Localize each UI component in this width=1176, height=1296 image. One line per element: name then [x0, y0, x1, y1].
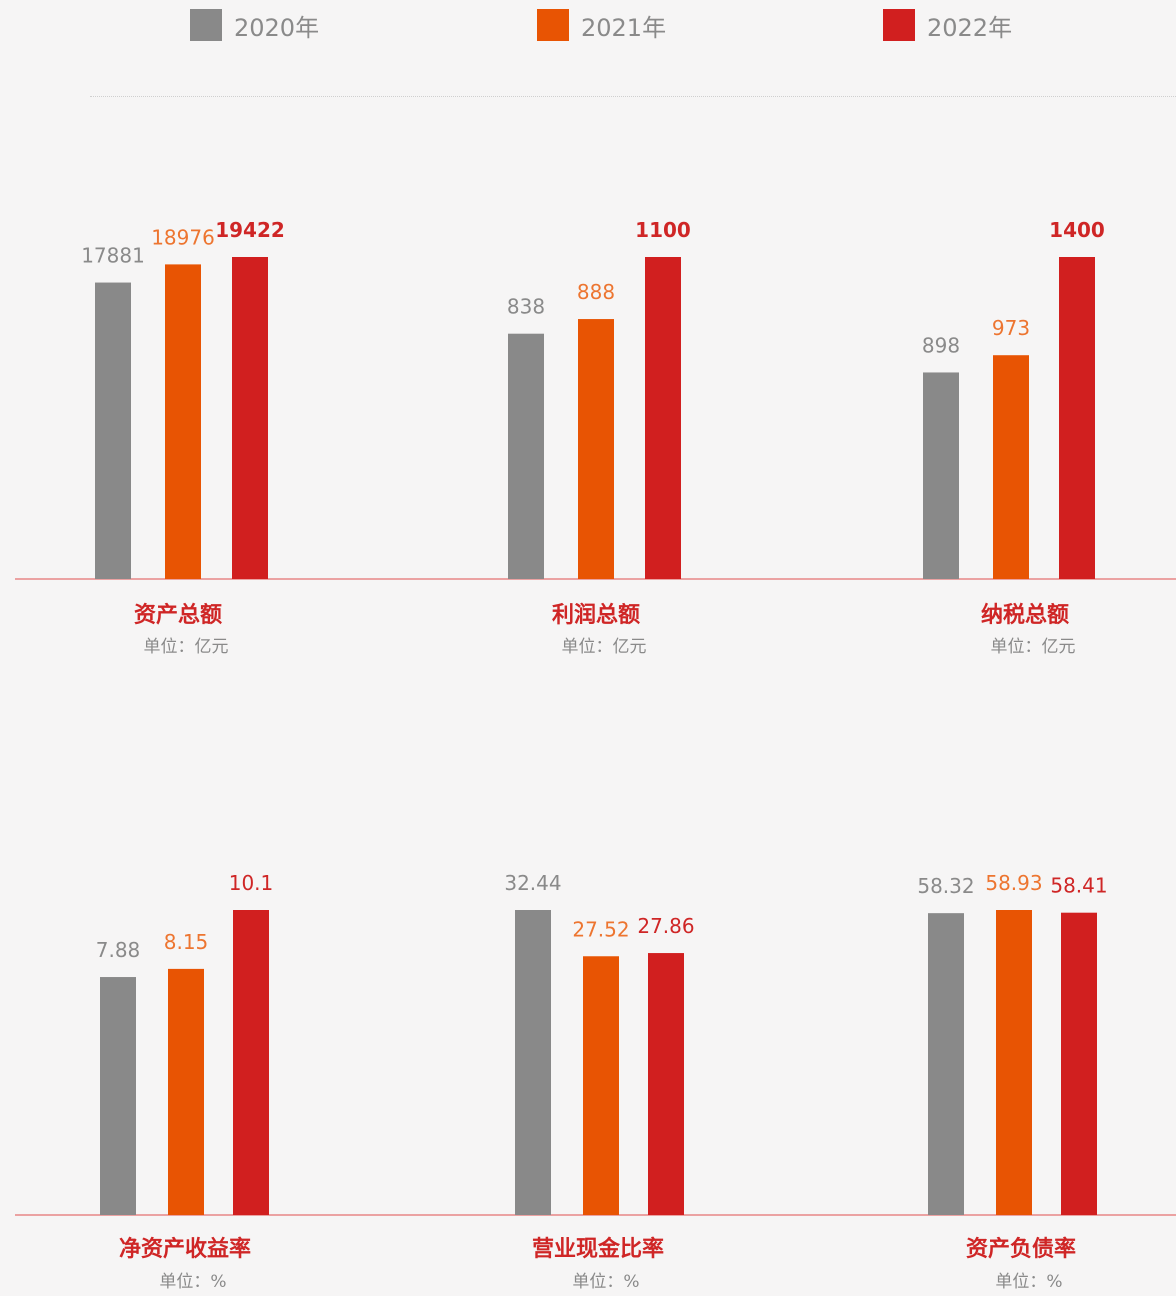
chart-6-value-label-2021: 58.93: [985, 871, 1042, 895]
chart-6-bar-2022: [1061, 912, 1097, 1215]
chart-4-bar-2022: [233, 910, 269, 1215]
chart-2-value-label-2021: 888: [577, 280, 615, 304]
chart-5-bar-2021: [583, 956, 619, 1215]
chart-1-bar-2021: [165, 264, 201, 579]
chart-1-value-label-2022: 19422: [215, 218, 285, 242]
chart-2-bar-2020: [508, 333, 544, 579]
chart-3-value-label-2022: 1400: [1049, 218, 1105, 242]
chart-1-value-label-2020: 17881: [81, 244, 145, 268]
chart-5-value-label-2022: 27.86: [637, 914, 694, 938]
chart-6-title: 资产负债率: [966, 1236, 1076, 1262]
chart-2-bar-2021: [578, 319, 614, 579]
legend-divider: [90, 96, 1176, 97]
chart-legend: 2020年 2021年 2022年: [0, 0, 1176, 60]
legend-item-2022: 2022年: [883, 8, 1012, 42]
chart-3-bar-2020: [923, 372, 959, 579]
chart-6-value-label-2020: 58.32: [917, 874, 974, 898]
chart-2-title: 利润总额: [552, 602, 640, 628]
legend-label-2020: 2020年: [234, 13, 320, 42]
chart-2-unit: 单位：亿元: [562, 637, 647, 657]
chart-3-value-label-2020: 898: [922, 333, 960, 357]
chart-5-unit: 单位：%: [572, 1272, 639, 1292]
chart-6-bar-2020: [928, 913, 964, 1215]
chart-5-value-label-2021: 27.52: [572, 917, 629, 941]
chart-3-bar-2021: [993, 355, 1029, 579]
chart-4-title: 净资产收益率: [119, 1236, 251, 1262]
chart-6-bar-2021: [996, 910, 1032, 1215]
chart-4-bar-2020: [100, 977, 136, 1215]
chart-6-unit: 单位：%: [995, 1272, 1062, 1292]
legend-swatch-2022: [883, 9, 915, 41]
legend-label-2022: 2022年: [927, 13, 1013, 42]
chart-2-bar-2022: [645, 257, 681, 579]
chart-2-value-label-2022: 1100: [635, 218, 691, 242]
chart-1-title: 资产总额: [134, 602, 222, 628]
legend-item-2020: 2020年: [190, 8, 319, 42]
chart-4-value-label-2021: 8.15: [164, 930, 209, 954]
chart-4-value-label-2022: 10.1: [229, 871, 274, 895]
chart-1-value-label-2021: 18976: [151, 225, 215, 249]
chart-5-bar-2022: [648, 953, 684, 1215]
chart-1-bar-2022: [232, 257, 268, 579]
chart-4-value-label-2020: 7.88: [96, 938, 141, 962]
legend-item-2021: 2021年: [537, 8, 666, 42]
chart-3-unit: 单位：亿元: [991, 637, 1076, 657]
legend-label-2021: 2021年: [581, 13, 667, 42]
chart-3-bar-2022: [1059, 257, 1095, 579]
chart-5-bar-2020: [515, 910, 551, 1215]
chart-3-value-label-2021: 973: [992, 316, 1030, 340]
chart-4-unit: 单位：%: [159, 1272, 226, 1292]
chart-1-bar-2020: [95, 282, 131, 579]
chart-6-value-label-2022: 58.41: [1050, 874, 1107, 898]
chart-3-title: 纳税总额: [981, 602, 1069, 628]
chart-1-unit: 单位：亿元: [144, 637, 229, 657]
chart-5-value-label-2020: 32.44: [504, 871, 561, 895]
legend-swatch-2021: [537, 9, 569, 41]
legend-swatch-2020: [190, 9, 222, 41]
chart-4-bar-2021: [168, 968, 204, 1215]
chart-2-value-label-2020: 838: [507, 295, 545, 319]
chart-5-title: 营业现金比率: [532, 1236, 664, 1262]
